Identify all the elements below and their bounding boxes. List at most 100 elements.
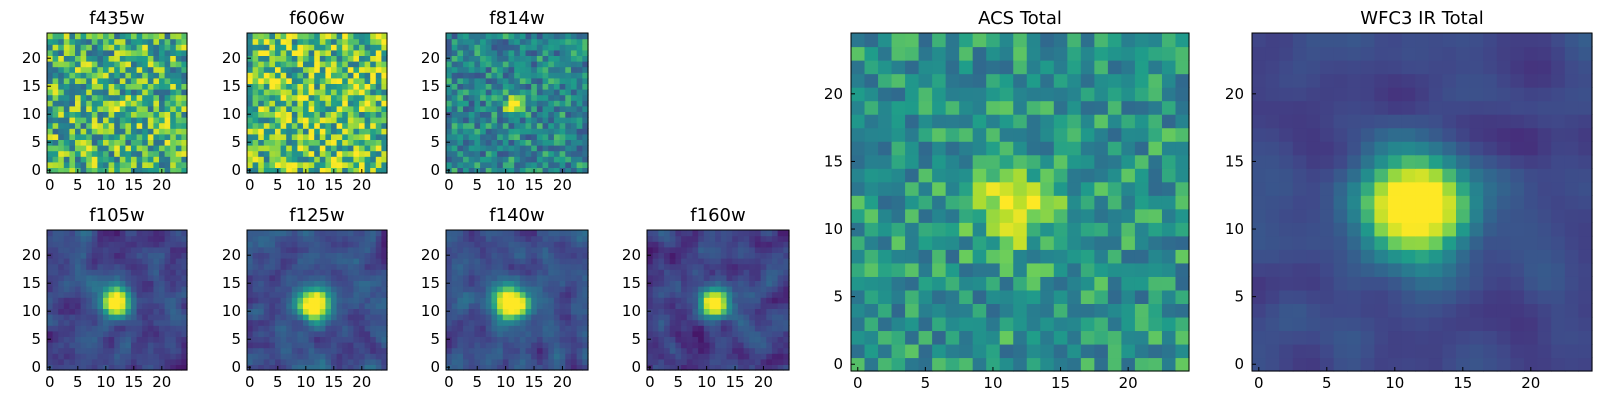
heatmap-cell	[97, 150, 104, 157]
heatmap-cell	[692, 246, 699, 253]
heatmap-cell	[669, 246, 676, 253]
heatmap-cell	[783, 336, 790, 343]
heatmap-cell	[783, 302, 790, 309]
heatmap-cell	[297, 133, 304, 140]
heatmap-cell	[147, 258, 154, 265]
y-tick-label: 20	[22, 246, 41, 264]
heatmap-cell	[491, 167, 498, 174]
heatmap-cell	[918, 303, 933, 318]
heatmap-cell	[709, 358, 716, 365]
heatmap-cell	[536, 336, 544, 343]
heatmap-cell	[297, 291, 304, 298]
heatmap-cell	[342, 133, 349, 140]
heatmap-cell	[497, 325, 504, 332]
heatmap-cell	[864, 316, 879, 332]
heatmap-cell	[86, 83, 93, 90]
heatmap-cell	[170, 291, 177, 298]
heatmap-cell	[252, 274, 259, 281]
heatmap-cell	[491, 358, 498, 365]
heatmap-cell	[536, 66, 544, 73]
heatmap-cell	[108, 336, 115, 343]
heatmap-cell	[297, 353, 304, 360]
heatmap-cell	[945, 276, 960, 291]
heatmap-cell	[131, 66, 138, 73]
heatmap-cell	[698, 274, 705, 281]
heatmap-cell	[108, 269, 115, 276]
heatmap-cell	[303, 274, 310, 281]
heatmap-cell	[559, 111, 566, 118]
heatmap-cell	[47, 44, 54, 51]
heatmap-cell	[47, 269, 54, 276]
heatmap-cell	[314, 230, 321, 237]
heatmap-cell	[508, 122, 515, 129]
heatmap-cell	[103, 145, 110, 152]
heatmap-cell	[754, 274, 762, 281]
heatmap-cell	[258, 94, 265, 101]
heatmap-cell	[743, 364, 750, 371]
heatmap-cell	[692, 302, 699, 309]
heatmap-cell	[153, 319, 160, 326]
heatmap-cell	[1148, 262, 1163, 277]
heatmap-cell	[502, 230, 510, 237]
heatmap-cell	[375, 325, 382, 332]
heatmap-cell	[269, 55, 276, 62]
heatmap-cell	[108, 364, 115, 371]
heatmap-cell	[878, 249, 893, 264]
heatmap-cell	[1121, 208, 1136, 223]
heatmap-cell	[531, 325, 538, 332]
heatmap-cell	[342, 89, 349, 96]
heatmap-cell	[536, 105, 544, 112]
heatmap-cell	[269, 133, 276, 140]
heatmap-cell	[297, 347, 304, 354]
heatmap-cell	[766, 246, 773, 253]
heatmap-cell	[125, 94, 132, 101]
heatmap-cell	[353, 61, 360, 68]
heatmap-cell	[905, 154, 920, 169]
heatmap-cell	[565, 280, 572, 287]
heatmap-cell	[159, 246, 166, 253]
heatmap-cell	[570, 297, 578, 304]
heatmap-cell	[451, 280, 458, 287]
heatmap-cell	[58, 44, 65, 51]
heatmap-cell	[308, 89, 315, 96]
heatmap-cell	[297, 156, 304, 163]
heatmap-cell	[247, 325, 254, 332]
heatmap-cell	[548, 319, 555, 326]
heatmap-cell	[491, 263, 498, 270]
heatmap-cell	[280, 297, 287, 304]
heatmap-cell	[353, 117, 360, 124]
heatmap-cell	[692, 274, 699, 281]
heatmap-cell	[508, 308, 515, 315]
heatmap-cell	[114, 342, 121, 349]
heatmap-cell	[468, 336, 475, 343]
heatmap-cell	[536, 291, 544, 298]
heatmap-cell	[536, 117, 544, 124]
heatmap-cell	[164, 319, 171, 326]
heatmap-cell	[536, 33, 544, 40]
heatmap-cell	[47, 49, 54, 56]
heatmap-cell	[559, 308, 566, 315]
heatmap-cell	[103, 358, 110, 365]
heatmap-cell	[314, 161, 321, 168]
heatmap-cell	[485, 235, 493, 242]
heatmap-cell	[531, 246, 538, 253]
heatmap-cell	[1121, 330, 1136, 345]
heatmap-cell	[1175, 168, 1190, 183]
heatmap-cell	[1107, 195, 1122, 210]
heatmap-cell	[58, 263, 65, 270]
heatmap-cell	[381, 128, 388, 135]
axes-frame	[246, 32, 388, 174]
heatmap-cell	[519, 44, 527, 51]
heatmap-cell	[463, 241, 470, 248]
heatmap-cell	[559, 330, 566, 337]
heatmap-cell	[258, 161, 265, 168]
heatmap-cell	[536, 358, 544, 365]
heatmap-cell	[314, 167, 321, 174]
heatmap-cell	[319, 358, 326, 365]
heatmap-cell	[658, 358, 665, 365]
heatmap-cell	[269, 364, 276, 371]
heatmap-cell	[131, 302, 138, 309]
heatmap-cell	[760, 235, 767, 242]
heatmap-cell	[474, 33, 481, 40]
heatmap-cell	[945, 330, 960, 345]
